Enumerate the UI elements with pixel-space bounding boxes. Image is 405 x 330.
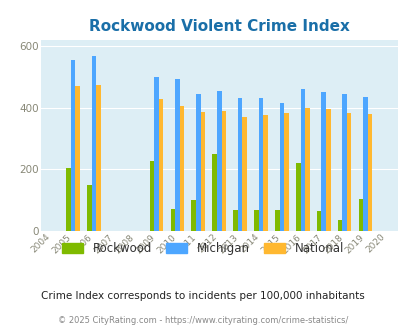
Bar bbox=[358, 199, 362, 231]
Bar bbox=[337, 220, 341, 231]
Bar bbox=[175, 79, 179, 231]
Bar bbox=[158, 99, 163, 231]
Bar bbox=[200, 112, 205, 231]
Bar bbox=[242, 117, 246, 231]
Bar bbox=[87, 185, 92, 231]
Bar bbox=[300, 89, 305, 231]
Bar bbox=[92, 56, 96, 231]
Text: Crime Index corresponds to incidents per 100,000 inhabitants: Crime Index corresponds to incidents per… bbox=[41, 291, 364, 301]
Bar bbox=[263, 115, 267, 231]
Bar bbox=[284, 113, 288, 231]
Bar bbox=[66, 168, 70, 231]
Bar bbox=[221, 111, 226, 231]
Bar bbox=[179, 106, 184, 231]
Bar bbox=[295, 163, 300, 231]
Bar bbox=[367, 114, 371, 231]
Bar bbox=[362, 97, 367, 231]
Bar bbox=[316, 211, 321, 231]
Bar bbox=[279, 103, 283, 231]
Title: Rockwood Violent Crime Index: Rockwood Violent Crime Index bbox=[89, 19, 349, 34]
Bar bbox=[70, 60, 75, 231]
Bar bbox=[346, 113, 351, 231]
Bar bbox=[341, 94, 346, 231]
Bar bbox=[154, 77, 158, 231]
Legend: Rockwood, Michigan, National: Rockwood, Michigan, National bbox=[57, 237, 348, 260]
Bar bbox=[237, 98, 242, 231]
Bar bbox=[216, 90, 221, 231]
Bar bbox=[75, 86, 80, 231]
Bar bbox=[96, 85, 100, 231]
Bar bbox=[212, 154, 216, 231]
Bar bbox=[258, 98, 263, 231]
Bar bbox=[254, 210, 258, 231]
Bar bbox=[325, 109, 330, 231]
Bar bbox=[191, 200, 196, 231]
Text: © 2025 CityRating.com - https://www.cityrating.com/crime-statistics/: © 2025 CityRating.com - https://www.city… bbox=[58, 316, 347, 325]
Bar bbox=[232, 210, 237, 231]
Bar bbox=[305, 108, 309, 231]
Bar bbox=[321, 92, 325, 231]
Bar bbox=[274, 210, 279, 231]
Bar bbox=[149, 161, 154, 231]
Bar bbox=[196, 94, 200, 231]
Bar bbox=[170, 210, 175, 231]
